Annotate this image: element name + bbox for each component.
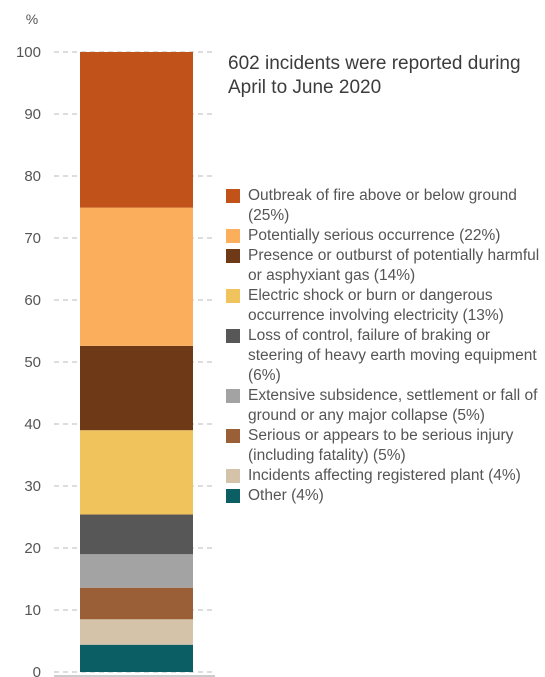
y-tick-label: 40 — [24, 416, 41, 433]
legend-item: Outbreak of fire above or below ground (… — [226, 186, 542, 226]
legend-label: Electric shock or burn or dangerous occu… — [248, 287, 504, 324]
y-tick-label: 50 — [24, 354, 41, 371]
legend-swatch — [226, 429, 240, 443]
stacked-bar — [80, 52, 193, 672]
y-tick-label: 90 — [24, 106, 41, 123]
y-tick-label: 100 — [16, 44, 41, 61]
bar-segment — [80, 644, 193, 672]
legend-label: Serious or appears to be serious injury … — [248, 427, 514, 464]
legend-swatch — [226, 489, 240, 503]
bar-segment — [80, 619, 193, 645]
legend-item: Loss of control, failure of braking or s… — [226, 326, 542, 386]
legend-swatch — [226, 189, 240, 203]
legend-swatch — [226, 329, 240, 343]
bar-segment — [80, 207, 193, 346]
legend-swatch — [226, 469, 240, 483]
legend-item: Incidents affecting registered plant (4%… — [226, 466, 542, 486]
y-tick-label: 70 — [24, 230, 41, 247]
legend-swatch — [226, 249, 240, 263]
legend-label: Potentially serious occurrence (22%) — [248, 227, 501, 244]
bar-segment — [80, 52, 193, 208]
legend-label: Outbreak of fire above or below ground (… — [248, 187, 517, 224]
legend-label: Presence or outburst of potentially harm… — [248, 247, 540, 284]
legend-item: Electric shock or burn or dangerous occu… — [226, 286, 542, 326]
bar-segment — [80, 514, 193, 555]
y-tick-label: 10 — [24, 602, 41, 619]
y-tick-label: 0 — [33, 664, 41, 677]
chart-headline: 602 incidents were reported during April… — [228, 53, 521, 98]
y-tick-label: 30 — [24, 478, 41, 495]
legend-swatch — [226, 389, 240, 403]
y-axis-ticks: 0 10 20 30 40 50 60 70 80 90 100 — [16, 44, 41, 677]
y-tick-label: 80 — [24, 168, 41, 185]
legend-item: Extensive subsidence, settlement or fall… — [226, 386, 542, 426]
chart-legend: Outbreak of fire above or below ground (… — [226, 186, 542, 506]
legend-label: Incidents affecting registered plant (4%… — [248, 467, 521, 484]
y-axis-unit-label: % — [26, 11, 38, 27]
legend-item: Potentially serious occurrence (22%) — [226, 226, 542, 246]
bar-segment — [80, 587, 193, 620]
legend-item: Serious or appears to be serious injury … — [226, 426, 542, 466]
legend-swatch — [226, 229, 240, 243]
bar-segment — [80, 430, 193, 515]
bar-segment — [80, 345, 193, 431]
bar-segment — [80, 554, 193, 588]
y-tick-label: 20 — [24, 540, 41, 557]
y-tick-label: 60 — [24, 292, 41, 309]
legend-item: Other (4%) — [226, 486, 542, 506]
legend-swatch — [226, 289, 240, 303]
legend-item: Presence or outburst of potentially harm… — [226, 246, 542, 286]
legend-label: Loss of control, failure of braking or s… — [248, 327, 537, 384]
legend-label: Other (4%) — [248, 487, 324, 504]
legend-label: Extensive subsidence, settlement or fall… — [248, 387, 538, 424]
